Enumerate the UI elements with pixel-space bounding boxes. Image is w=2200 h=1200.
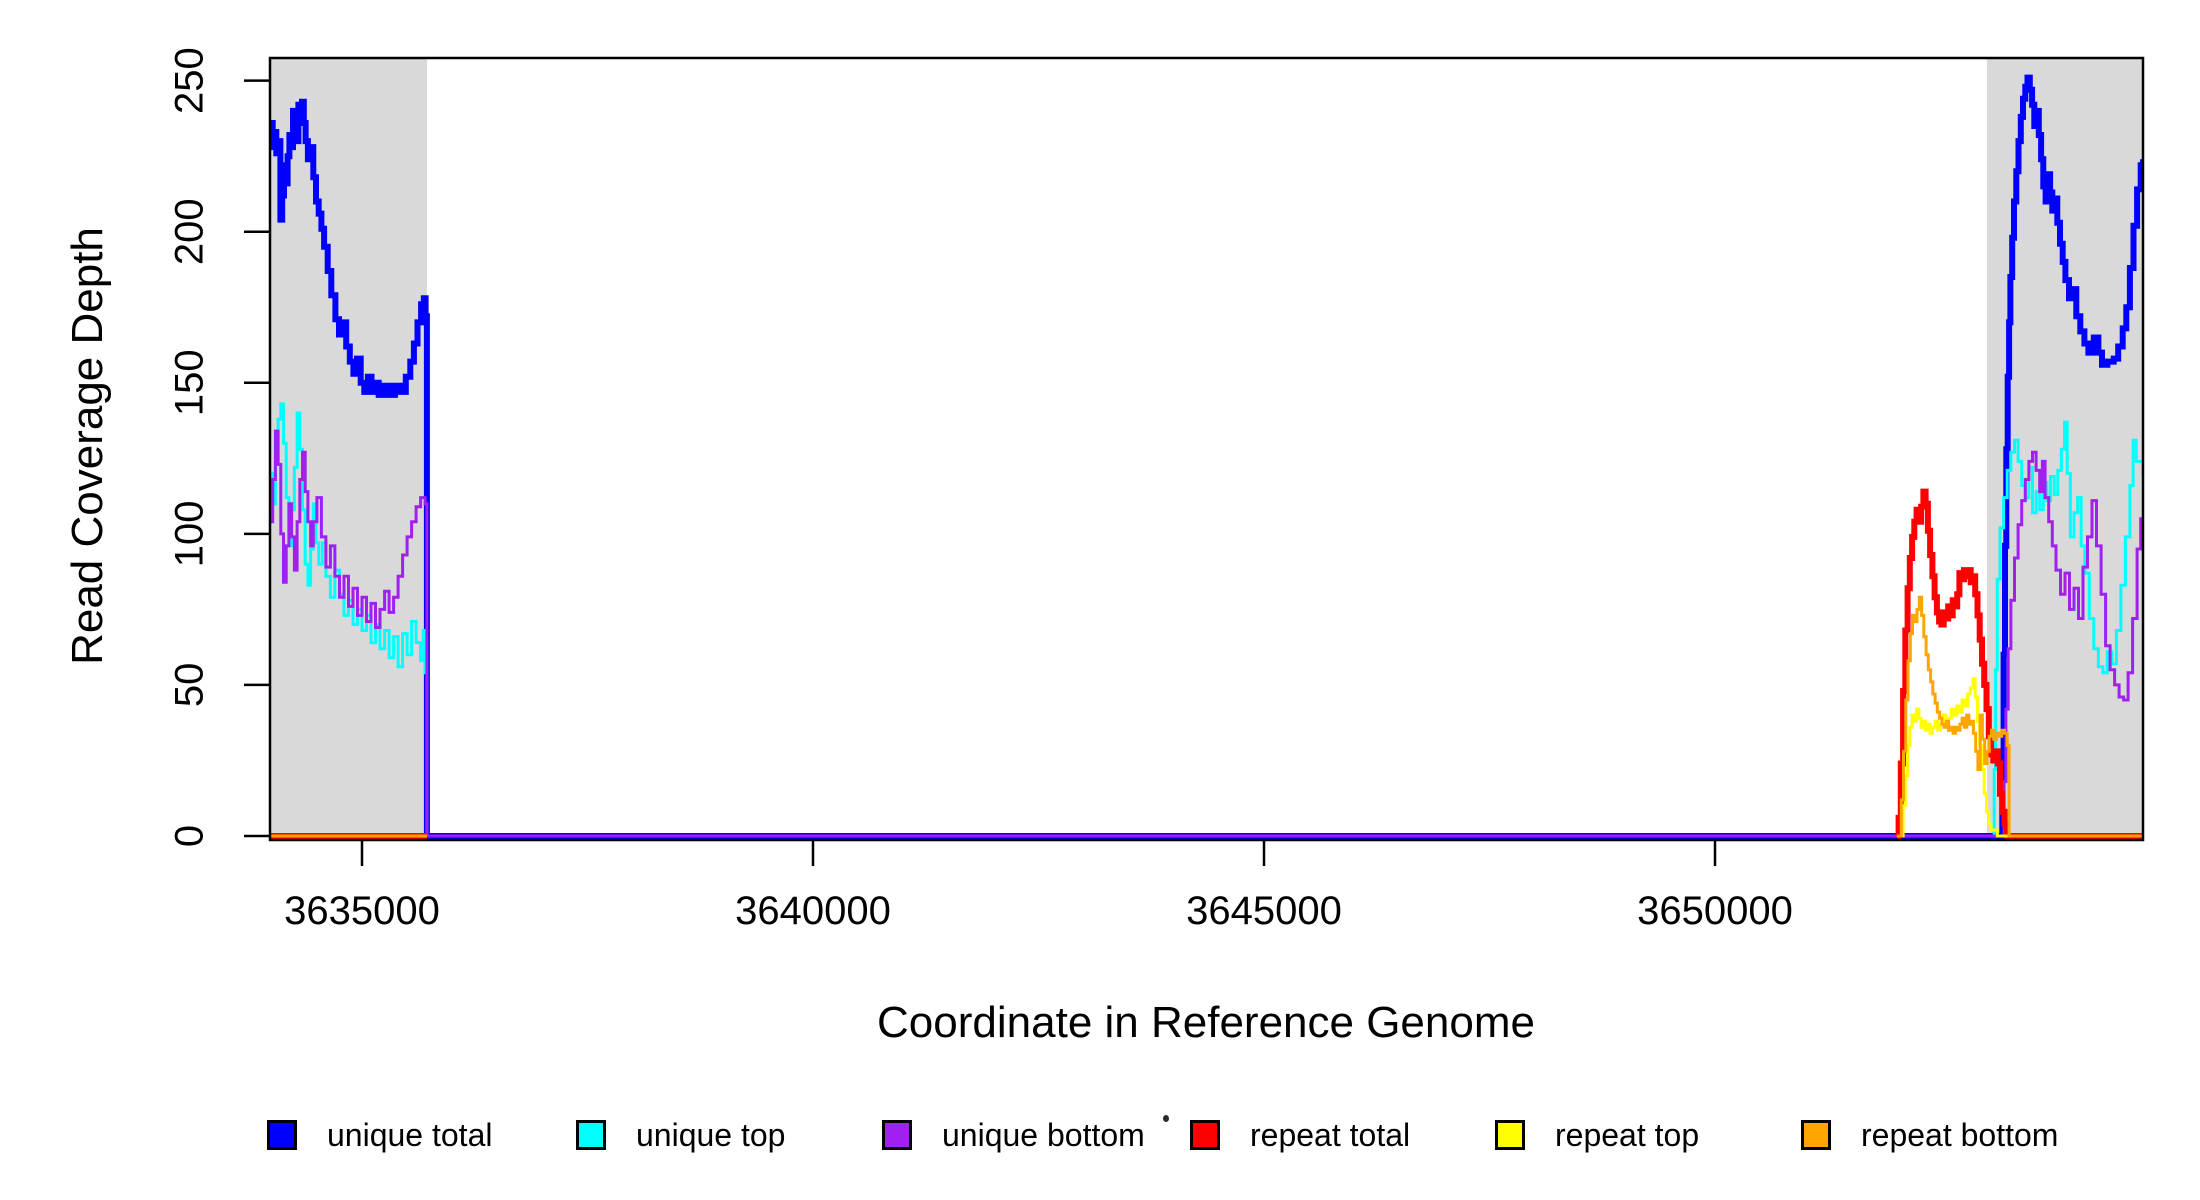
y-tick-label-200: 200 xyxy=(168,198,212,265)
line-unique-bottom xyxy=(270,429,2143,838)
legend-swatch-repeat-top xyxy=(1495,1120,1525,1150)
legend-swatch-unique-top xyxy=(576,1120,606,1150)
x-tick-label-3645000: 3645000 xyxy=(1186,889,1342,933)
legend-label-repeat-bottom: repeat bottom xyxy=(1861,1117,2059,1153)
line-repeat-bottom-seg2 xyxy=(1896,595,2143,838)
legend-label-repeat-top: repeat top xyxy=(1555,1117,1700,1153)
y-tick-label-100: 100 xyxy=(168,500,212,567)
y-axis-title: Read Coverage Depth xyxy=(63,227,112,665)
legend-label-unique-bottom: unique bottom xyxy=(942,1117,1145,1153)
legend-label-repeat-total: repeat total xyxy=(1250,1117,1411,1153)
legend-item-unique-total: unique total xyxy=(267,1117,493,1153)
line-unique-total xyxy=(270,74,2143,839)
line-unique-top xyxy=(270,402,2143,838)
legend-swatch-unique-bottom xyxy=(882,1120,912,1150)
legend-item-unique-top: unique top xyxy=(576,1117,786,1153)
legend-item-repeat-bottom: repeat bottom xyxy=(1801,1117,2059,1153)
legend-swatch-repeat-total xyxy=(1190,1120,1220,1150)
legend-swatch-unique-total xyxy=(267,1120,297,1150)
legend-swatch-repeat-bottom xyxy=(1801,1120,1831,1150)
y-tick-label-0: 0 xyxy=(168,825,212,847)
x-axis-title: Coordinate in Reference Genome xyxy=(877,998,1535,1047)
y-tick-label-150: 150 xyxy=(168,349,212,416)
legend-item-repeat-total: repeat total xyxy=(1190,1117,1411,1153)
legend-label-unique-top: unique top xyxy=(636,1117,786,1153)
x-tick-label-3640000: 3640000 xyxy=(735,889,891,933)
legend-item-unique-bottom: unique bottom xyxy=(882,1117,1145,1153)
x-tick-label-3650000: 3650000 xyxy=(1637,889,1793,933)
x-tick-label-3635000: 3635000 xyxy=(284,889,440,933)
legend-item-repeat-top: repeat top xyxy=(1495,1117,1700,1153)
masked-region-left xyxy=(270,58,427,840)
plot-border xyxy=(268,56,2145,842)
y-tick-label-50: 50 xyxy=(168,663,212,708)
y-tick-label-250: 250 xyxy=(168,47,212,114)
legend-label-unique-total: unique total xyxy=(327,1117,493,1153)
stray-dot-artifact xyxy=(1163,1115,1169,1122)
